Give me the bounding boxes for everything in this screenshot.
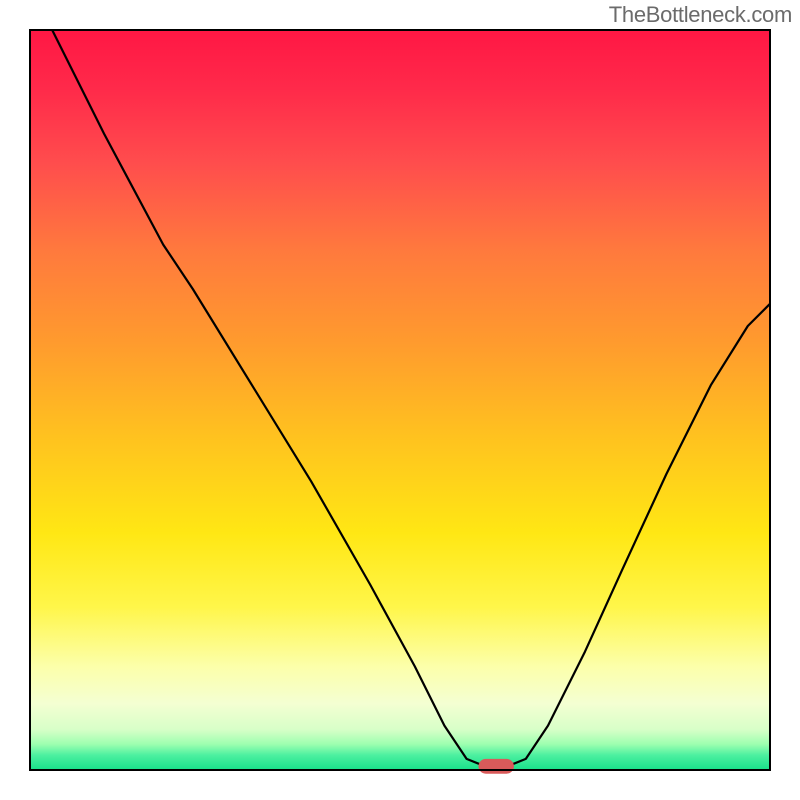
watermark-text: TheBottleneck.com <box>609 2 792 28</box>
chart-background <box>30 30 770 770</box>
optimal-marker <box>478 759 514 774</box>
chart-container: TheBottleneck.com <box>0 0 800 800</box>
bottleneck-chart <box>0 0 800 800</box>
